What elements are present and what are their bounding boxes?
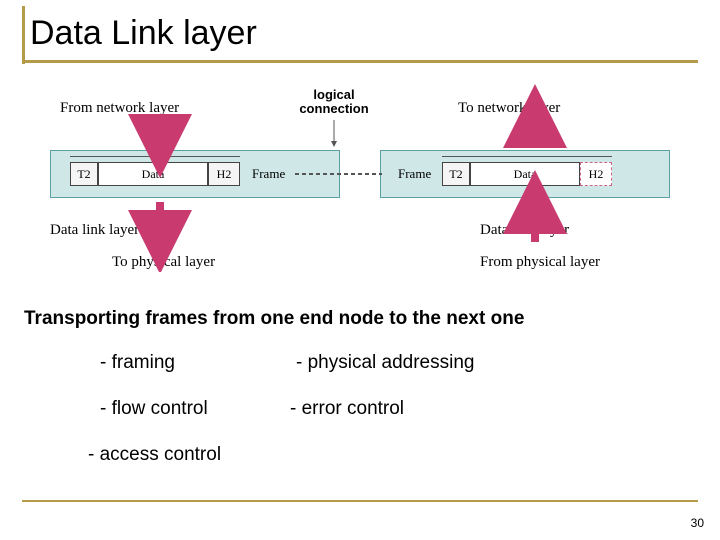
- subtitle: Transporting frames from one end node to…: [24, 308, 524, 330]
- bullet-access: - access control: [88, 444, 221, 466]
- bullet-error: - error control: [290, 398, 404, 420]
- bullet-flow: - flow control: [100, 398, 208, 420]
- diagram-area: From network layer To network layer logi…: [60, 82, 660, 272]
- accent-vertical: [22, 6, 25, 64]
- bullet-physical: - physical addressing: [296, 352, 474, 374]
- slide-title: Data Link layer: [30, 14, 698, 53]
- footer-line: [22, 500, 698, 502]
- page-number: 30: [691, 516, 704, 530]
- arrows-svg: [60, 82, 660, 272]
- title-underline: [22, 60, 698, 63]
- bullet-framing: - framing: [100, 352, 175, 374]
